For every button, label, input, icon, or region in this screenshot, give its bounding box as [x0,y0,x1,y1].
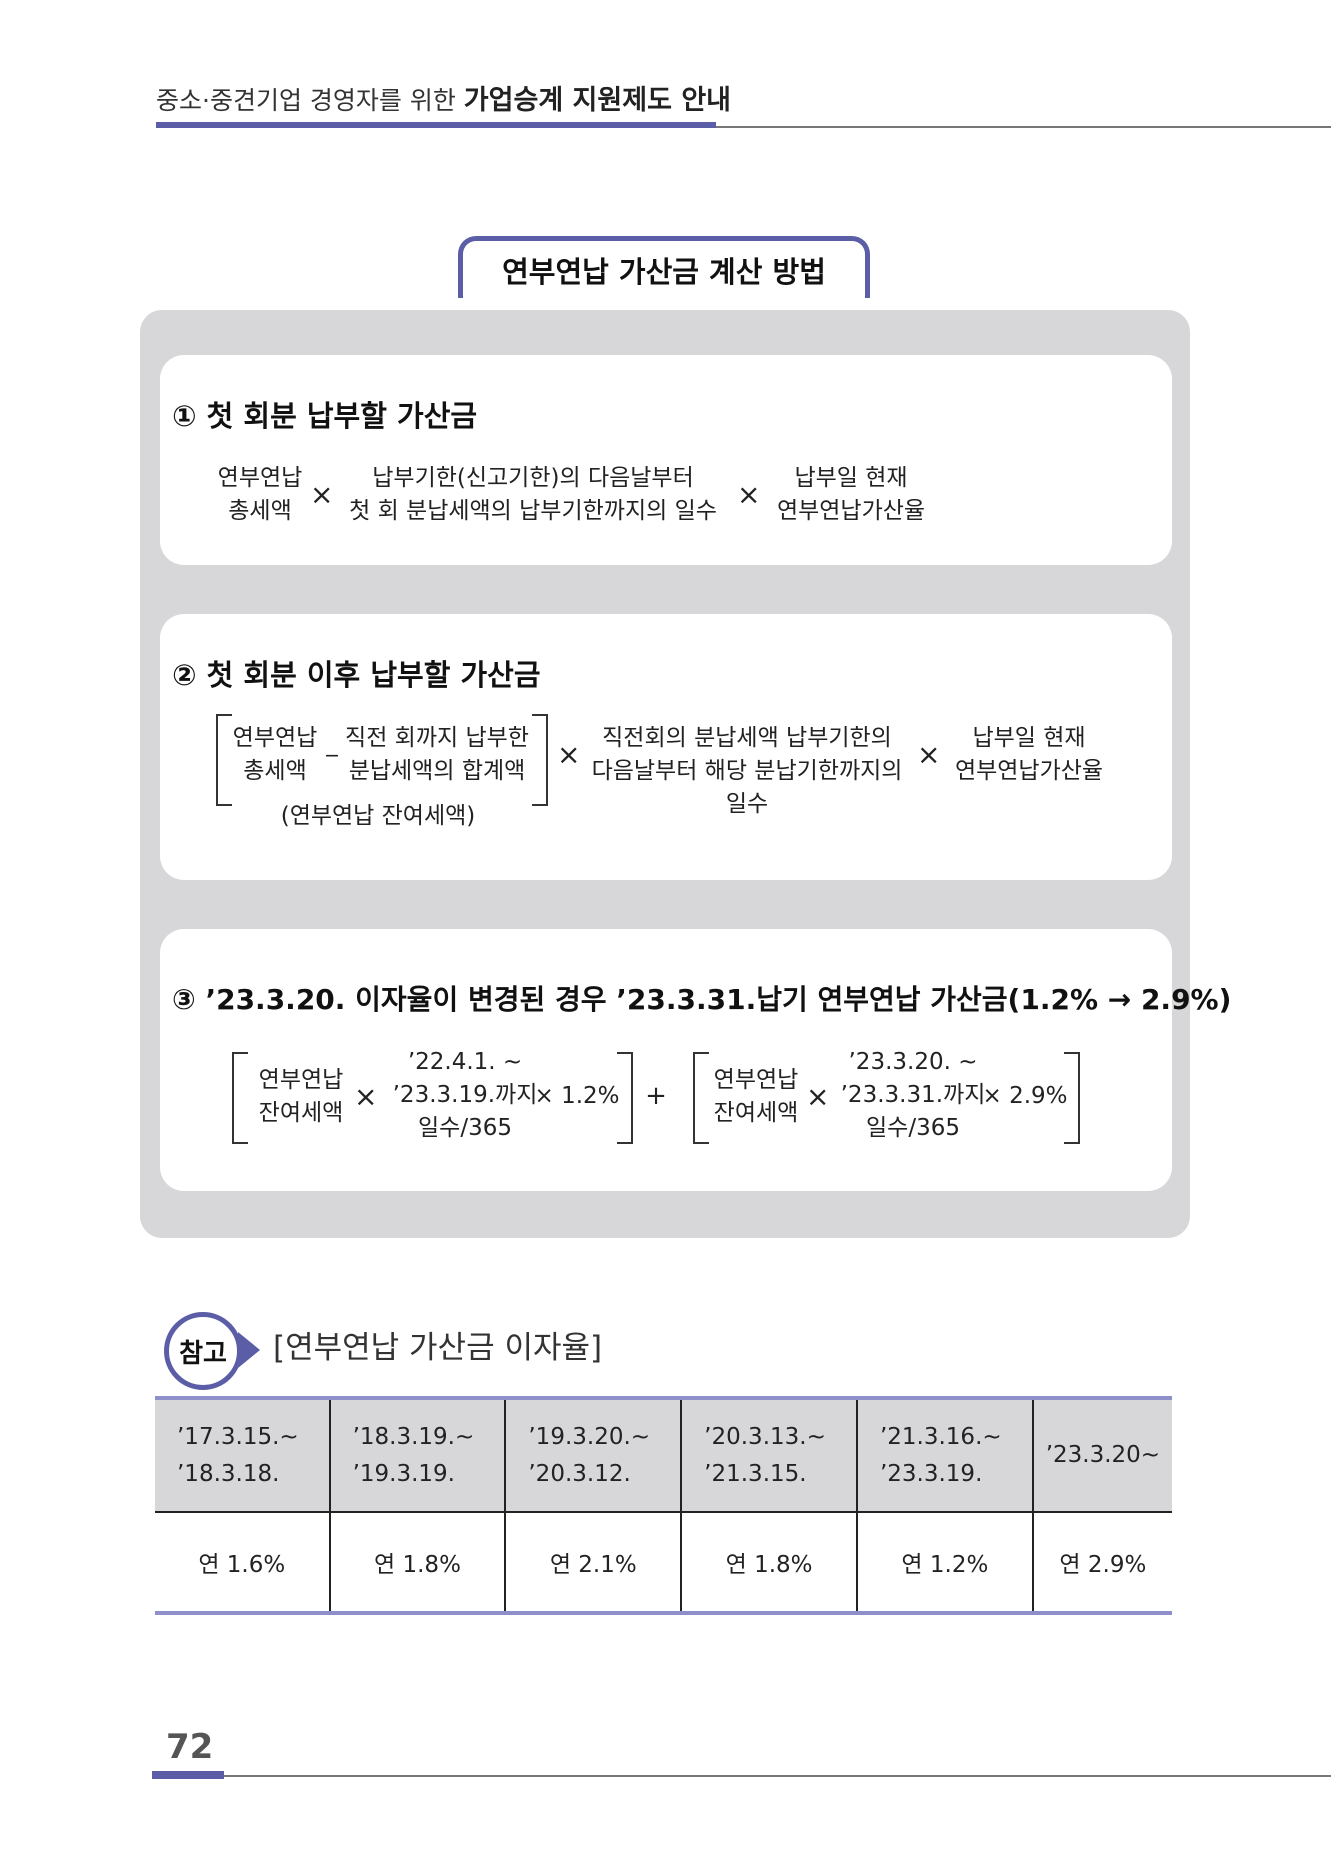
card1-term3-line1: 납부일 현재 [794,465,908,491]
period-end: ’18.3.18. [177,1460,280,1487]
period-start: ’18.3.19.~ [352,1423,475,1450]
period-cell: ’18.3.19.~ ’19.3.19. [328,1398,507,1513]
card2-term4-line1: 납부일 현재 [972,725,1086,751]
card3-left-term-line2: 잔여세액 [258,1100,344,1126]
card2-term2-line1: 직전 회까지 납부한 [345,725,529,751]
formula-card-3 [160,929,1172,1191]
card3-right-term-line2: 잔여세액 [713,1100,799,1126]
card3-right-days: ’23.3.20. ~ ’23.3.31.까지 일수/365 [828,1046,998,1145]
card3-title: ③ ’23.3.20. 이자율이 변경된 경우 ’23.3.31.납기 연부연납… [172,983,1232,1016]
card3-right-rate: × 2.9% [982,1083,1068,1109]
table-header-row: ’17.3.15.~ ’18.3.18. ’18.3.19.~ ’19.3.19. … [155,1398,1172,1513]
card1-term2-line1: 납부기한(신고기한)의 다음날부터 [372,465,694,491]
period-cell: ’19.3.20.~ ’20.3.12. [504,1398,683,1513]
header-accent-bar [156,122,716,128]
card3-right-days-line2: ’23.3.31.까지 [840,1082,986,1108]
card2-term1-line2: 총세액 [243,758,307,784]
rate-cell: 연 1.8% [328,1512,507,1613]
formula-card-2 [160,614,1172,880]
right-bracket [1064,1052,1080,1144]
rate-cell: 연 2.9% [1031,1512,1172,1613]
card1-term1: 연부연납 총세액 [210,462,310,528]
card1-term3: 납부일 현재 연부연납가산율 [768,462,934,528]
card3-right-term: 연부연납 잔여세액 [703,1064,809,1130]
multiply-sign: × [557,738,581,771]
card1-title: ① 첫 회분 납부할 가산금 [172,399,478,433]
card2-term1: 연부연납 총세액 [226,722,324,788]
card3-left-days-line1: ’22.4.1. ~ [407,1049,523,1075]
card3-right-days-line3: 일수/365 [866,1115,960,1141]
card1-term3-line2: 연부연납가산율 [776,498,926,524]
right-bracket [617,1052,633,1144]
reference-title: [연부연납 가산금 이자율] [273,1330,603,1366]
multiply-sign: × [354,1080,378,1113]
card3-left-term-line1: 연부연납 [258,1067,344,1093]
card2-term3-line1: 직전회의 분납세액 납부기한의 [602,725,892,751]
card3-right-term-line1: 연부연납 [713,1067,799,1093]
header-title: 가업승계 지원제도 안내 [463,85,731,116]
card3-left-term: 연부연납 잔여세액 [248,1064,354,1130]
footer-accent-bar [152,1771,224,1779]
rate-cell: 연 1.6% [155,1512,331,1613]
left-bracket [232,1052,248,1144]
card2-term2-line2: 분납세액의 합계액 [348,758,526,784]
interest-rate-table: ’17.3.15.~ ’18.3.18. ’18.3.19.~ ’19.3.19. … [155,1396,1172,1615]
card1-term1-line2: 총세액 [228,498,292,524]
period-cell: ’21.3.16.~ ’23.3.19. [855,1398,1034,1513]
card2-term2: 직전 회까지 납부한 분납세액의 합계액 [340,722,534,788]
card2-term3-line3: 일수 [725,791,769,817]
period-end: ’20.3.12. [528,1460,631,1487]
period-cell: ’20.3.13.~ ’21.3.15. [680,1398,858,1513]
card1-term2-line2: 첫 회 분납세액의 납부기한까지의 일수 [349,498,717,524]
card2-term3-line2: 다음날부터 해당 분납기한까지의 [591,758,903,784]
formula-card-1 [160,355,1172,565]
card2-term3: 직전회의 분납세액 납부기한의 다음날부터 해당 분납기한까지의 일수 [584,722,910,821]
card3-left-days-line3: 일수/365 [418,1115,512,1141]
footer-rule [224,1775,1331,1777]
multiply-sign: × [737,478,761,511]
card1-term1-line1: 연부연납 [217,465,303,491]
period-cell: ’23.3.20~ [1031,1398,1172,1513]
card2-term1-line1: 연부연납 [232,725,318,751]
card3-left-days-line2: ’23.3.19.까지 [392,1082,538,1108]
left-bracket [216,714,232,806]
plus-sign: + [645,1081,667,1111]
card1-term2: 납부기한(신고기한)의 다음날부터 첫 회 분납세액의 납부기한까지의 일수 [340,462,726,528]
period-start: ’21.3.16.~ [879,1423,1002,1450]
period-end: ’21.3.15. [704,1460,807,1487]
card3-left-days: ’22.4.1. ~ ’23.3.19.까지 일수/365 [380,1046,550,1145]
period-end: ’23.3.19. [879,1460,983,1487]
card2-term4-line2: 연부연납가산율 [954,758,1104,784]
page-number: 72 [166,1727,214,1767]
period-end: ’19.3.19. [352,1460,455,1487]
rate-cell: 연 1.8% [680,1512,858,1613]
card2-title: ② 첫 회분 이후 납부할 가산금 [172,658,541,692]
multiply-sign: × [310,478,334,511]
rate-cell: 연 2.1% [504,1512,683,1613]
period-start: ’19.3.20.~ [528,1423,651,1450]
period-start: ’23.3.20~ [1045,1442,1161,1468]
reference-badge: 참고 [164,1312,242,1390]
minus-sign: _ [326,731,338,757]
rate-cell: 연 1.2% [855,1512,1034,1613]
multiply-sign: × [806,1080,830,1113]
period-start: ’17.3.15.~ [177,1423,299,1450]
header-subtitle: 중소·중견기업 경영자를 위한 [156,86,456,115]
left-bracket [693,1052,709,1144]
table-row: 연 1.6% 연 1.8% 연 2.1% 연 1.8% 연 1.2% 연 2.9… [155,1512,1172,1613]
multiply-sign: × [917,738,941,771]
card2-note: (연부연납 잔여세액) [280,803,476,829]
card3-left-rate: × 1.2% [534,1083,620,1109]
period-cell: ’17.3.15.~ ’18.3.18. [155,1398,331,1513]
right-bracket [532,714,548,806]
period-start: ’20.3.13.~ [704,1423,826,1450]
arrow-right-icon [238,1332,260,1368]
running-header: 중소·중견기업 경영자를 위한 가업승계 지원제도 안내 [156,78,731,117]
card2-term4: 납부일 현재 연부연납가산율 [944,722,1114,788]
header-rule [716,126,1331,128]
section-title: 연부연납 가산금 계산 방법 [458,236,870,298]
card3-right-days-line1: ’23.3.20. ~ [848,1049,978,1075]
